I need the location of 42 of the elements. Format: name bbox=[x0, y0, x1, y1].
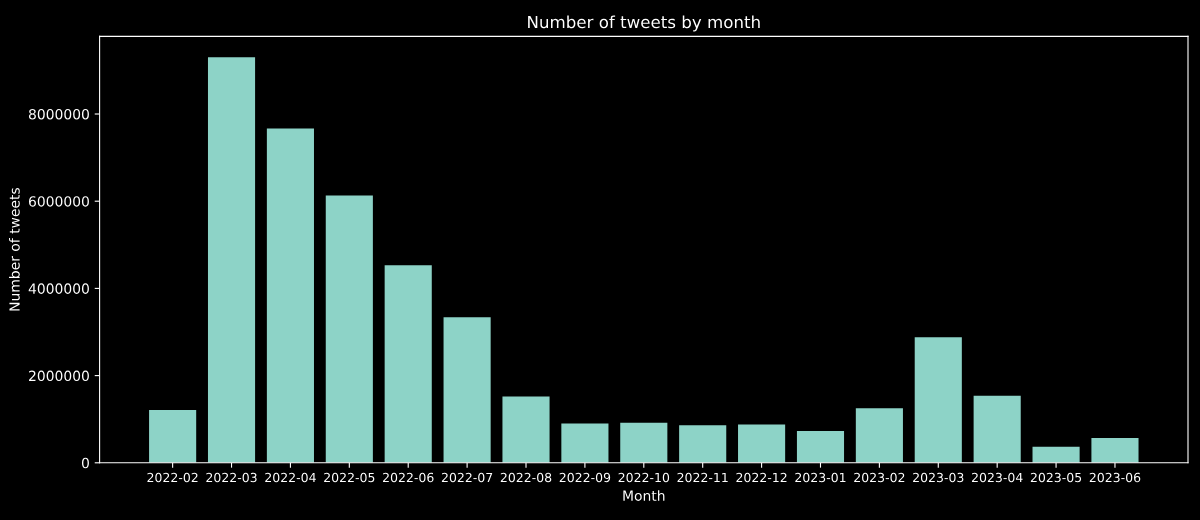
y-tick-label: 2000000 bbox=[29, 370, 89, 382]
bar bbox=[502, 396, 550, 463]
bar bbox=[443, 317, 491, 463]
bar bbox=[1032, 446, 1080, 463]
x-tick-label: 2022-05 bbox=[324, 472, 375, 483]
bar bbox=[149, 410, 197, 463]
bar bbox=[561, 423, 609, 463]
x-tick-label: 2023-05 bbox=[1030, 472, 1082, 483]
bar bbox=[738, 424, 786, 463]
x-tick-label: 2022-07 bbox=[441, 472, 493, 483]
bar bbox=[914, 337, 962, 463]
x-tick-label: 2022-06 bbox=[383, 472, 434, 483]
bar bbox=[325, 195, 373, 463]
y-axis-title: Number of tweets bbox=[9, 187, 20, 311]
bar bbox=[796, 430, 845, 463]
bar bbox=[679, 425, 727, 463]
y-tick-label: 4000000 bbox=[28, 283, 89, 294]
x-tick-label: 2022-12 bbox=[736, 472, 787, 483]
x-tick-label: 2022-09 bbox=[559, 472, 611, 483]
x-tick-label: 2022-08 bbox=[500, 472, 552, 483]
x-tick-label: 2023-04 bbox=[971, 472, 1023, 483]
x-tick-label: 2023-03 bbox=[913, 472, 964, 483]
x-axis-title: Month bbox=[623, 490, 665, 501]
y-tick-label: 8000000 bbox=[28, 108, 89, 120]
x-tick-label: 2022-04 bbox=[265, 472, 316, 483]
y-tick-label: 6000000 bbox=[28, 196, 89, 207]
bar bbox=[207, 57, 256, 463]
bar bbox=[1091, 437, 1139, 463]
x-tick-label: 2022-02 bbox=[147, 472, 198, 483]
x-tick-label: 2023-01 bbox=[795, 472, 846, 483]
bar bbox=[973, 395, 1021, 463]
chart-title: Number of tweets by month bbox=[528, 15, 760, 32]
bar bbox=[855, 408, 903, 463]
bar bbox=[384, 265, 432, 463]
x-tick-label: 2023-06 bbox=[1089, 472, 1141, 483]
bar bbox=[266, 128, 314, 463]
x-tick-label: 2022-03 bbox=[206, 472, 257, 483]
bar bbox=[620, 422, 668, 463]
x-tick-label: 2022-11 bbox=[677, 472, 728, 483]
y-tick-label: 0 bbox=[81, 457, 89, 469]
x-tick-label: 2022-10 bbox=[618, 472, 670, 483]
x-tick-label: 2023-02 bbox=[854, 472, 905, 483]
